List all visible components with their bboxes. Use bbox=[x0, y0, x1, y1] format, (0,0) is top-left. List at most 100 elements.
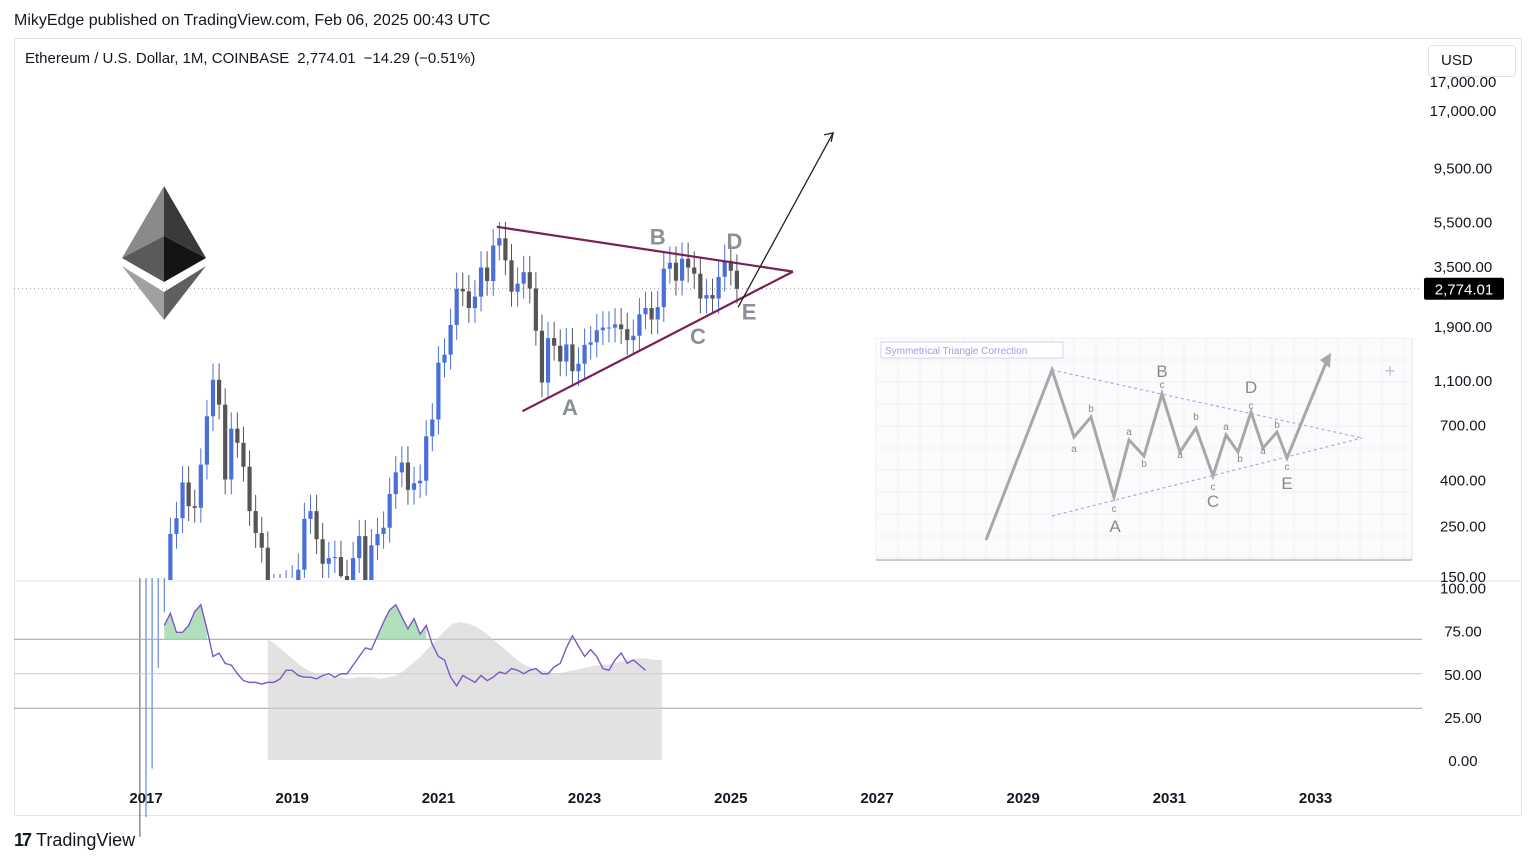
candle-body bbox=[600, 327, 605, 331]
candle-body bbox=[631, 335, 636, 341]
price-axis-label: 17,000.00 bbox=[1430, 74, 1497, 91]
lower-trendline bbox=[521, 270, 794, 413]
candle-body bbox=[454, 288, 459, 325]
candle-body bbox=[485, 267, 490, 281]
time-axis-label: 2021 bbox=[422, 790, 455, 807]
candle-body bbox=[460, 288, 465, 292]
rsi-axis-label: 0.00 bbox=[1448, 753, 1477, 770]
candle-body bbox=[509, 260, 514, 292]
time-axis-label: 2023 bbox=[568, 790, 601, 807]
price-axis-label: 9,500.00 bbox=[1434, 160, 1492, 177]
inset-minor-label: b bbox=[1088, 404, 1094, 415]
candle-body bbox=[704, 295, 709, 299]
inset-background bbox=[875, 337, 1413, 561]
candle-body bbox=[223, 404, 228, 480]
rsi-ma-area bbox=[267, 622, 662, 760]
candle-body bbox=[387, 494, 392, 528]
candle-body bbox=[539, 330, 545, 383]
inset-wave-path bbox=[984, 357, 1330, 541]
inset-minor-label: a bbox=[1177, 450, 1183, 461]
currency-button[interactable]: USD bbox=[1428, 45, 1516, 77]
candle-body bbox=[259, 533, 264, 548]
candle-body bbox=[332, 557, 337, 559]
rsi-panel bbox=[14, 603, 1422, 760]
candle-body bbox=[302, 518, 307, 570]
inset-major-label: C bbox=[1207, 492, 1219, 511]
time-axis-label: 2017 bbox=[129, 790, 162, 807]
inset-minor-label: a bbox=[1071, 444, 1077, 455]
price-axis-label: 1,100.00 bbox=[1434, 373, 1492, 390]
candle-body bbox=[314, 511, 319, 540]
tradingview-logo-icon: 17 bbox=[14, 830, 32, 850]
candle-body bbox=[545, 338, 551, 383]
inset-minor-label: c bbox=[1211, 482, 1216, 493]
candle-body bbox=[217, 379, 222, 405]
candle-body bbox=[710, 295, 715, 299]
inset-upper-boundary bbox=[1051, 369, 1363, 439]
candle-body bbox=[472, 296, 478, 309]
candle-body bbox=[375, 533, 380, 546]
candle-body bbox=[649, 308, 654, 320]
time-axis-label: 2019 bbox=[276, 790, 309, 807]
candle-body bbox=[442, 354, 447, 363]
candle-body bbox=[619, 324, 624, 330]
inset-minor-label: c bbox=[1112, 504, 1117, 515]
rsi-overbought-fill bbox=[377, 604, 427, 640]
candle-body bbox=[381, 527, 386, 534]
candle-body bbox=[667, 262, 672, 269]
publisher-line: MikyEdge published on TradingView.com, F… bbox=[14, 12, 491, 29]
projection-arrow bbox=[737, 132, 834, 308]
candle-body bbox=[418, 480, 423, 484]
candle-body bbox=[673, 262, 679, 281]
time-axis-label: 2025 bbox=[714, 790, 747, 807]
inset-minor-label: b bbox=[1237, 454, 1243, 465]
candle-body bbox=[655, 307, 660, 320]
candle-body bbox=[722, 260, 727, 277]
candle-body bbox=[491, 245, 496, 281]
candle-body bbox=[296, 569, 301, 580]
inset-lower-boundary bbox=[1051, 437, 1363, 517]
candle-body bbox=[430, 419, 435, 437]
upper-trendline bbox=[496, 225, 794, 273]
rsi-line bbox=[163, 603, 646, 688]
candle-body bbox=[594, 330, 599, 343]
candle-body bbox=[308, 511, 313, 519]
candle-body bbox=[515, 283, 520, 292]
inset-minor-label: b bbox=[1193, 412, 1199, 423]
price-axis-label: 3,500.00 bbox=[1434, 259, 1492, 276]
inset-plus-icon: + bbox=[1385, 361, 1396, 381]
price-axis-label: 5,500.00 bbox=[1434, 214, 1492, 231]
inset-minor-label: c bbox=[1285, 462, 1290, 473]
symbol-change: −14.29 (−0.51%) bbox=[363, 50, 476, 67]
chart-frame bbox=[14, 38, 1522, 816]
candle-body bbox=[527, 272, 532, 289]
inset-minor-label: a bbox=[1260, 446, 1266, 457]
candle-body bbox=[424, 436, 429, 481]
candle-body bbox=[570, 344, 575, 372]
candle-body bbox=[229, 428, 234, 480]
candle-body bbox=[369, 545, 374, 580]
candle-body bbox=[247, 466, 252, 512]
candle-body bbox=[204, 416, 210, 465]
candle-body bbox=[679, 258, 685, 281]
footer-brand[interactable]: 17 TradingView bbox=[14, 830, 135, 851]
symbol-legend: Ethereum / U.S. Dollar, 1M, COINBASE 2,77… bbox=[25, 50, 483, 67]
current-price-tag-label: 2,774.01 bbox=[1435, 282, 1493, 299]
inset-major-label: A bbox=[1109, 517, 1121, 536]
projection-arrowhead bbox=[823, 131, 834, 142]
candle-body bbox=[582, 344, 587, 364]
candle-body bbox=[558, 345, 563, 362]
inset-minor-label: a bbox=[1223, 422, 1229, 433]
time-axis-label: 2027 bbox=[860, 790, 893, 807]
candle-body bbox=[192, 506, 197, 508]
candle-body bbox=[637, 314, 642, 336]
candle-body bbox=[716, 276, 721, 299]
price-axis-label: 150.00 bbox=[1440, 569, 1486, 586]
candle-body bbox=[241, 442, 246, 467]
inset-minor-label: c bbox=[1160, 380, 1165, 391]
inset-title: Symmetrical Triangle Correction bbox=[885, 346, 1027, 357]
candle-body bbox=[466, 291, 471, 309]
wave-label-a: A bbox=[562, 395, 578, 420]
trendlines-layer: A B C D E bbox=[496, 131, 834, 420]
rsi-axis-label: 25.00 bbox=[1444, 710, 1482, 727]
